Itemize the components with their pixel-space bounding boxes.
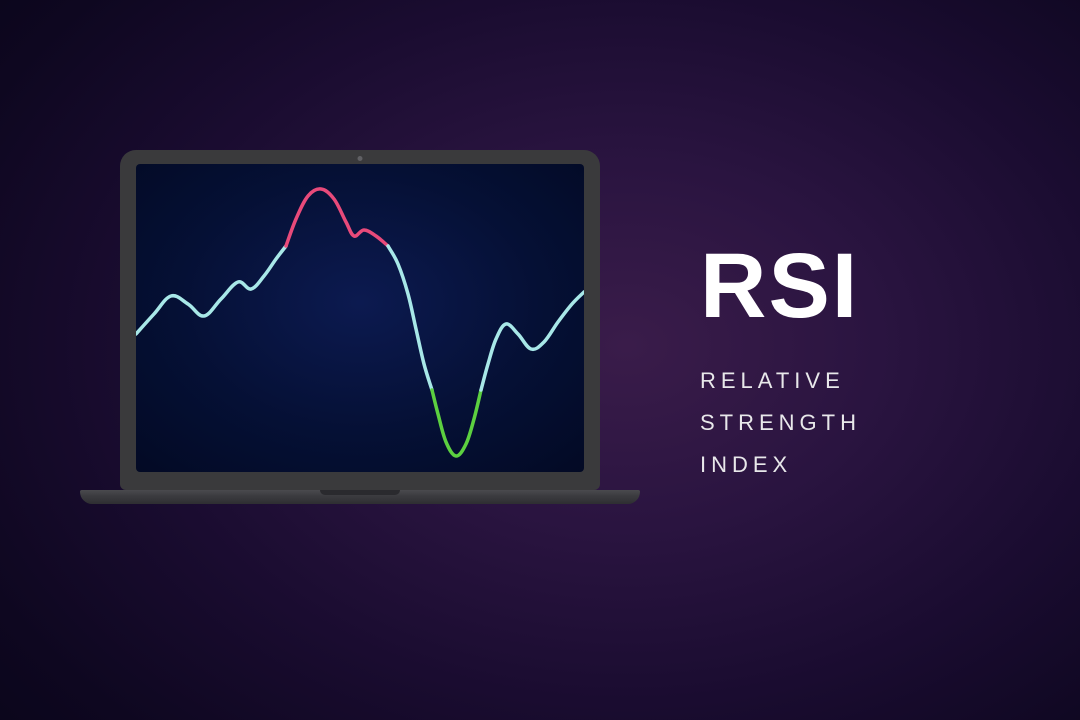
laptop-base (80, 490, 640, 504)
laptop-frame (120, 150, 600, 490)
subtitle-line-3: INDEX (700, 444, 861, 486)
subtitle-line-1: RELATIVE (700, 360, 861, 402)
rsi-chart (136, 164, 584, 472)
laptop-illustration (120, 150, 600, 504)
camera-icon (358, 156, 363, 161)
text-block: RSI RELATIVE STRENGTH INDEX (700, 240, 861, 485)
rsi-line-left-normal (136, 246, 286, 334)
rsi-line-mid-normal (388, 246, 432, 390)
rsi-line-right-normal (481, 292, 584, 390)
rsi-line-oversold (432, 390, 481, 456)
rsi-line-overbought (286, 189, 388, 246)
subtitle-line-2: STRENGTH (700, 402, 861, 444)
title: RSI (700, 240, 861, 332)
laptop-screen (136, 164, 584, 472)
